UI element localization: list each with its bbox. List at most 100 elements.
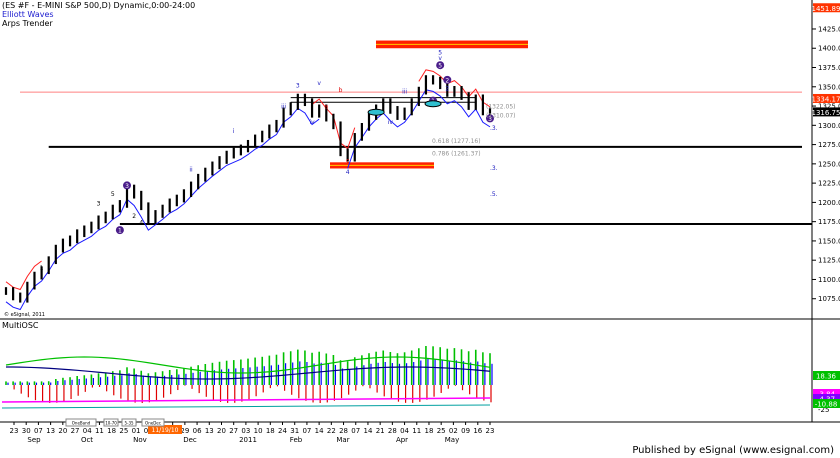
wave-label: iii (281, 103, 286, 110)
x-day-label: 11 (412, 427, 421, 435)
y-tick-label: 1225.00 (818, 180, 840, 188)
wave-label: a (324, 103, 328, 110)
x-button (65, 418, 97, 427)
y-tick-label: 1175.00 (818, 218, 840, 226)
x-button (103, 418, 119, 427)
x-month-label: Mar (336, 436, 349, 444)
x-day-label: 30 (22, 427, 31, 435)
y-tick-label: 1250.00 (818, 160, 840, 168)
wave-circle-marker (443, 75, 452, 84)
x-day-label: 18 (425, 427, 434, 435)
y-tick-label: 1425.00 (818, 25, 840, 33)
footer-publisher: Published by eSignal (www.esignal.com) (632, 445, 834, 456)
x-button (141, 418, 165, 427)
x-button (121, 418, 137, 427)
x-day-label: 11 (95, 427, 104, 435)
wave-label: 3 (296, 83, 300, 90)
y-tick-label: 1375.00 (818, 64, 840, 72)
wave-label: v (317, 80, 321, 87)
y-tick-label: 1350.00 (818, 83, 840, 91)
wave-label: i (233, 128, 235, 135)
fib-label: (1322.05) (486, 103, 516, 110)
x-day-label: 13 (205, 427, 214, 435)
x-day-label: 16 (473, 427, 482, 435)
x-day-label: 31 (290, 427, 299, 435)
y-tick-label: 1400.00 (818, 45, 840, 53)
wave-label: 5 (438, 49, 442, 56)
x-day-label: 24 (278, 427, 287, 435)
y-tick-label: 1325.00 (818, 103, 840, 111)
osc-value-badge (813, 371, 840, 380)
y-tick-label: 1125.00 (818, 257, 840, 265)
x-day-label: 03 (241, 427, 250, 435)
x-day-label: 22 (327, 427, 336, 435)
wave-label: 2 (132, 213, 136, 220)
x-day-label: 07 (351, 427, 360, 435)
wave-ellipse-marker (367, 108, 385, 116)
wave-ellipse-marker (424, 100, 442, 108)
x-day-label: 25 (437, 427, 446, 435)
fib-label: .5. (490, 191, 498, 198)
x-day-label: 23 (10, 427, 19, 435)
osc-value-badge (813, 399, 840, 408)
wave-label: 4 (139, 220, 143, 227)
x-day-label: 28 (339, 427, 348, 435)
price-badge (813, 107, 840, 117)
wave-circle-label: 2 (445, 77, 449, 84)
price-badge-label: 1451.89 (812, 5, 840, 13)
wave-label: iv (388, 119, 394, 126)
x-month-label: Feb (290, 436, 303, 444)
wave-label: 5 (111, 191, 115, 198)
x-day-label: 18 (266, 427, 275, 435)
x-day-label: 14 (315, 427, 324, 435)
wave-circle-marker (436, 61, 445, 70)
x-day-label: 10 (254, 427, 263, 435)
x-month-label: Dec (183, 436, 197, 444)
study-arps-trender: Arps Trender (2, 19, 53, 28)
y-tick-label: 1275.00 (818, 141, 840, 149)
y-tick-label: 1300.00 (818, 122, 840, 130)
wave-label: 3 (97, 200, 101, 207)
price-badge-label: 1316.75 (812, 109, 840, 117)
watermark: © eSignal, 2011 (4, 311, 45, 318)
x-day-label: 04 (83, 427, 92, 435)
x-day-label: 07 (34, 427, 43, 435)
wave-circle-marker (115, 226, 124, 235)
x-day-label: 13 (46, 427, 55, 435)
x-month-label: Sep (27, 436, 41, 444)
osc-value-label: -10.88 (815, 401, 838, 409)
x-day-label: 09 (461, 427, 470, 435)
x-button-label: 10-70 (105, 421, 117, 426)
osc-line-magenta (1, 397, 491, 403)
x-highlight-box (148, 425, 182, 434)
y-tick-label: 1100.00 (818, 276, 840, 284)
wave-circle-label: 3 (488, 116, 492, 123)
wave-label: 2 (445, 86, 449, 93)
x-day-label: 20 (58, 427, 67, 435)
symbol-title: (ES #F - E-MINI S&P 500,D) Dynamic,0:00-… (2, 1, 196, 10)
x-month-label: 2011 (239, 436, 257, 444)
wave-circle-marker (486, 114, 494, 123)
x-month-label: Oct (81, 436, 93, 444)
wave-circle-label: 3 (125, 183, 129, 190)
osc-line-teal (1, 404, 491, 409)
x-day-label: 01 (132, 427, 141, 435)
x-day-label: 07 (302, 427, 311, 435)
wave-label: 4 (346, 169, 350, 176)
x-day-label: 23 (486, 427, 495, 435)
fib-label: .3. (490, 125, 498, 132)
x-day-label: 27 (229, 427, 238, 435)
osc-tick-label: -25 (818, 406, 829, 414)
osc-value-label: 18.36 (816, 373, 837, 381)
x-month-label: May (445, 436, 459, 444)
wave-label: iii (402, 89, 407, 96)
fib-label: (1310.07) (486, 113, 516, 120)
wave-label: ii (189, 167, 193, 174)
osc-value-badge (813, 394, 840, 403)
x-day-label: 29 (180, 427, 189, 435)
x-day-label: 18 (107, 427, 116, 435)
x-day-label: 06 (193, 427, 202, 435)
x-day-label: 02 (449, 427, 458, 435)
x-day-label: 20 (217, 427, 226, 435)
trender-resist-line (5, 260, 42, 291)
